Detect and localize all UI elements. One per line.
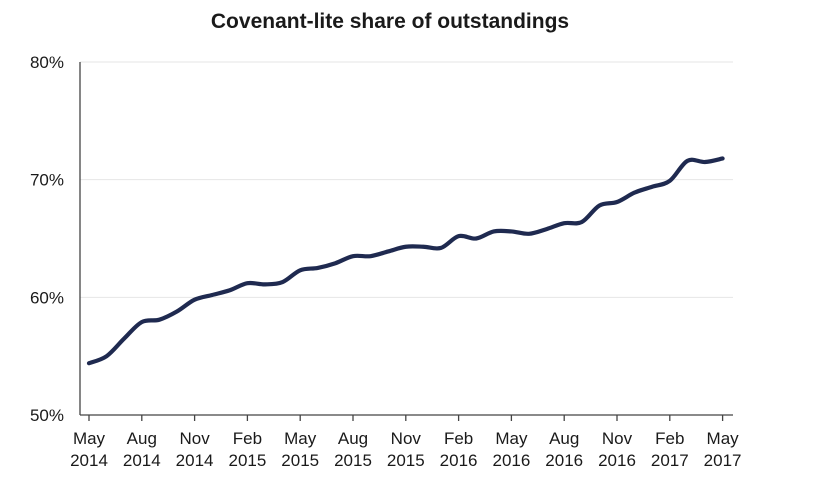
x-tick-label: May 2015: [281, 429, 319, 470]
x-tick-label: Nov 2015: [387, 429, 425, 470]
y-tick-label: 80%: [30, 53, 64, 72]
x-tick-label: Aug 2014: [123, 429, 161, 470]
x-tick-label: Aug 2015: [334, 429, 372, 470]
x-tick-label: Nov 2014: [176, 429, 214, 470]
x-axis-ticks: May 2014 Aug 2014 Nov 2014 Feb 2015 May 2015 Aug 20…: [70, 415, 742, 470]
y-tick-label: 70%: [30, 171, 64, 190]
gridlines: [80, 61, 733, 298]
x-tick-label: Aug 2016: [545, 429, 583, 470]
x-tick-label: May 2017: [704, 429, 742, 470]
x-tick-label: Feb 2015: [228, 429, 266, 470]
x-tick-label: Nov 2016: [598, 429, 636, 470]
chart-title: Covenant-lite share of outstandings: [211, 10, 569, 33]
x-tick-label: May 2014: [70, 429, 108, 470]
series-layer: [86, 156, 725, 366]
x-tick-label: Feb 2017: [651, 429, 689, 470]
y-tick-label: 60%: [30, 288, 64, 307]
y-tick-label: 50%: [30, 406, 64, 425]
x-tick-label: Feb 2016: [440, 429, 478, 470]
x-tick-label: May 2016: [492, 429, 530, 470]
series-line: [86, 156, 725, 366]
axes: [79, 62, 733, 416]
y-axis-ticks: 50% 60% 70% 80%: [30, 53, 64, 425]
